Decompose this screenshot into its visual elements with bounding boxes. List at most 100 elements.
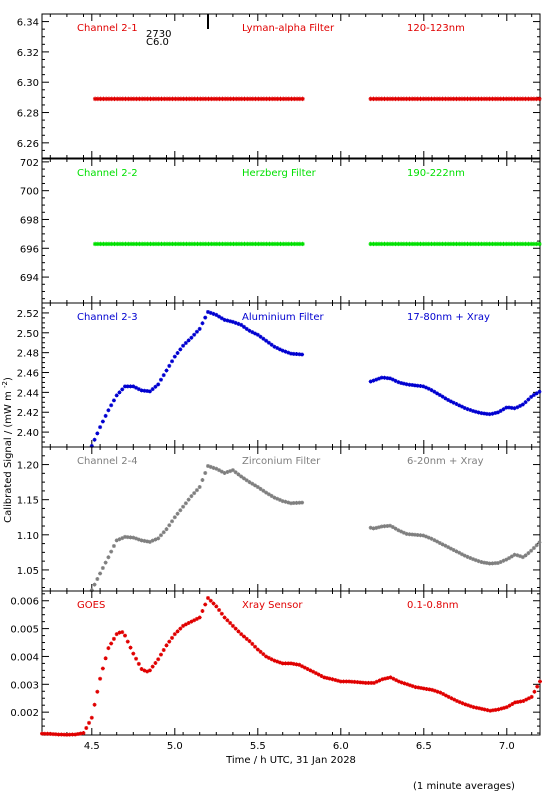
data-point (421, 96, 426, 102)
data-point (253, 483, 258, 488)
data-point (504, 96, 509, 102)
data-point (371, 526, 376, 531)
data-point (277, 347, 282, 352)
data-point (440, 96, 445, 102)
data-point (488, 708, 493, 713)
data-point (311, 669, 316, 674)
data-point (390, 96, 396, 102)
data-point (142, 241, 148, 247)
data-point (125, 639, 130, 644)
data-point (167, 639, 172, 644)
data-point (164, 368, 169, 373)
data-point (156, 382, 161, 387)
data-point (95, 689, 100, 694)
data-point (178, 508, 183, 513)
data-point (455, 699, 459, 704)
data-point (209, 96, 214, 102)
data-point (214, 312, 219, 317)
flare-class-label: C6.0 (146, 37, 169, 48)
data-point (106, 646, 111, 651)
data-point (479, 706, 484, 711)
data-point (89, 444, 94, 449)
data-point (123, 241, 128, 247)
data-point (324, 675, 329, 680)
data-point (387, 241, 393, 247)
data-point (103, 241, 109, 247)
data-point (388, 675, 393, 680)
data-point (131, 241, 137, 247)
data-point (103, 413, 108, 418)
data-point (255, 485, 260, 490)
data-point (499, 706, 504, 711)
data-point (427, 687, 432, 692)
data-point (382, 241, 387, 247)
data-point (509, 554, 514, 559)
data-point (245, 241, 250, 247)
data-point (476, 559, 481, 564)
data-point (482, 560, 487, 565)
data-point (515, 96, 520, 102)
data-point (410, 383, 415, 388)
x-tick-label: 6.0 (333, 741, 349, 752)
data-point (451, 96, 456, 102)
data-point (236, 629, 241, 634)
data-point (371, 241, 376, 247)
data-point (92, 702, 97, 707)
data-point (194, 329, 199, 334)
data-point (515, 699, 520, 704)
data-point (200, 241, 206, 247)
data-point (203, 315, 208, 320)
data-point (184, 241, 189, 247)
data-point (538, 679, 542, 684)
data-point (368, 96, 373, 102)
data-point (217, 314, 222, 319)
data-point (225, 96, 231, 102)
y-axis-label-exponent: -2 (1, 381, 9, 388)
data-point (115, 241, 120, 247)
data-point (167, 363, 172, 368)
data-point (528, 96, 534, 102)
y-tick-label: 6.32 (17, 48, 39, 59)
data-point (239, 241, 244, 247)
data-point (111, 398, 116, 403)
data-point (302, 665, 307, 670)
data-point (51, 732, 56, 737)
data-point (200, 96, 206, 102)
data-point (209, 241, 214, 247)
data-point (75, 731, 80, 736)
data-point (109, 241, 114, 247)
data-point (476, 410, 481, 415)
data-point (175, 241, 181, 247)
data-point (159, 96, 164, 102)
data-point (247, 328, 252, 333)
data-point (98, 96, 103, 102)
data-point (134, 536, 139, 541)
data-point (258, 241, 264, 247)
data-point (269, 657, 274, 662)
data-point (496, 707, 501, 712)
data-point (222, 96, 228, 102)
data-point (379, 241, 384, 247)
data-point (264, 654, 269, 659)
data-point (476, 241, 481, 247)
data-point (280, 348, 285, 353)
data-point (523, 96, 528, 102)
data-point (531, 241, 537, 247)
data-point (109, 549, 114, 554)
data-point (443, 543, 448, 548)
data-point (142, 96, 148, 102)
data-point (457, 241, 462, 247)
data-point (466, 703, 471, 708)
data-point (435, 391, 440, 396)
flare-id-label: 2730 (146, 29, 171, 40)
data-point (393, 241, 398, 247)
data-point (151, 96, 156, 102)
data-point (258, 649, 263, 654)
data-point (220, 96, 225, 102)
data-point (186, 621, 191, 626)
data-point (137, 96, 142, 102)
data-point (493, 411, 498, 416)
data-point (117, 96, 123, 102)
data-point (501, 241, 506, 247)
data-point (481, 241, 487, 247)
